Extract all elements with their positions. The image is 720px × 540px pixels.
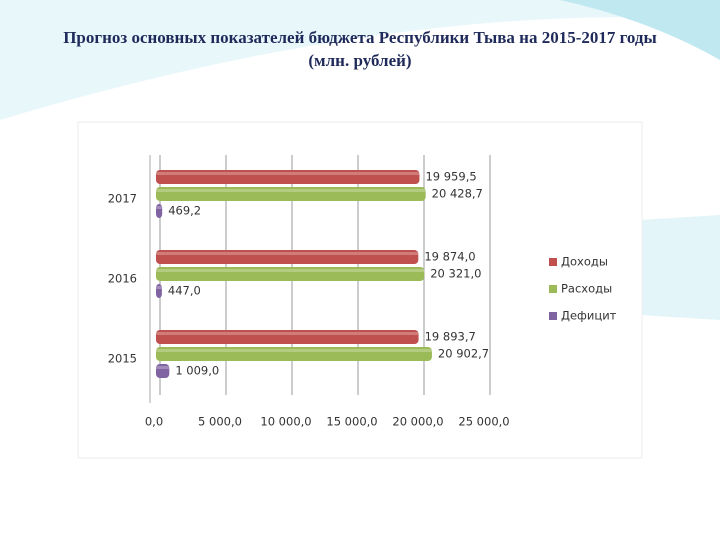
bar-highlight (156, 269, 425, 272)
value-label: 447,0 (168, 284, 201, 298)
y-tick-label: 2017 (108, 192, 137, 206)
x-tick-label: 10 000,0 (260, 415, 311, 429)
value-label: 19 959,5 (425, 170, 476, 184)
x-tick-label: 5 000,0 (198, 415, 242, 429)
x-tick-label: 15 000,0 (326, 415, 377, 429)
decor (640, 215, 720, 320)
y-tick-label: 2015 (108, 352, 137, 366)
bar-highlight (156, 172, 420, 175)
bar (156, 187, 426, 201)
legend-swatch (549, 285, 557, 293)
bar (156, 204, 163, 218)
bar (156, 284, 162, 298)
bar-highlight (156, 366, 170, 369)
decor (0, 0, 720, 120)
value-label: 20 902,7 (438, 347, 489, 361)
bar (156, 347, 432, 361)
value-label: 20 321,0 (430, 267, 481, 281)
x-tick-label: 25 000,0 (458, 415, 509, 429)
legend-label: Расходы (561, 282, 612, 296)
bar (156, 330, 419, 344)
decor (560, 0, 720, 60)
bar (156, 267, 425, 281)
bar (156, 170, 420, 184)
chart-title: Прогноз основных показателей бюджета Рес… (63, 28, 657, 70)
legend-label: Доходы (561, 255, 608, 269)
bar (156, 364, 170, 378)
bar-highlight (156, 286, 162, 289)
value-label: 20 428,7 (432, 187, 483, 201)
bar-highlight (156, 189, 426, 192)
legend-swatch (549, 258, 557, 266)
bar-highlight (156, 206, 163, 209)
legend-swatch (549, 312, 557, 320)
x-tick-label: 0,0 (145, 415, 163, 429)
bar-highlight (156, 332, 419, 335)
bar-highlight (156, 252, 419, 255)
value-label: 469,2 (168, 204, 201, 218)
bar-highlight (156, 349, 432, 352)
value-label: 19 874,0 (424, 250, 475, 264)
value-label: 19 893,7 (425, 330, 476, 344)
bar (156, 250, 419, 264)
x-tick-label: 20 000,0 (392, 415, 443, 429)
y-tick-label: 2016 (108, 272, 137, 286)
legend-label: Дефицит (561, 309, 617, 323)
value-label: 1 009,0 (175, 364, 219, 378)
